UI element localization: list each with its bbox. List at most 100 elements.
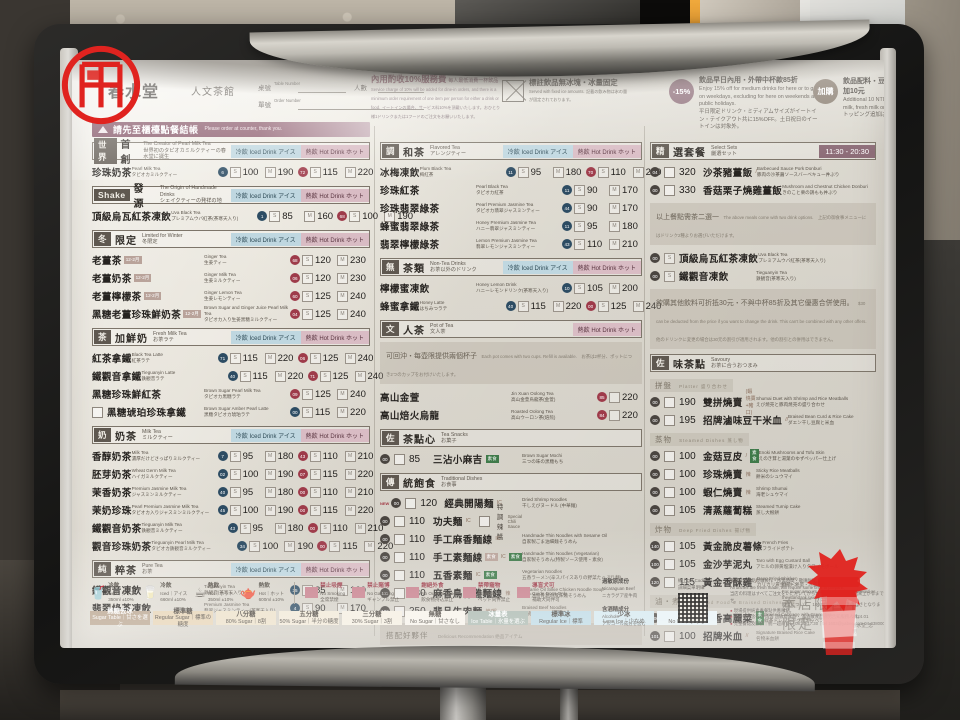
- size-s-box[interactable]: S: [349, 210, 361, 222]
- size-m-box[interactable]: M: [344, 504, 356, 516]
- drink-item-row[interactable]: 胚芽奶茶 Wheat Germ Milk Tea ハイガミルクティー 02 S 10…: [92, 465, 373, 483]
- ice-level-option[interactable]: 少冰 Less Ice｜少なめ: [594, 611, 654, 625]
- size-m-box[interactable]: M: [609, 202, 620, 214]
- food-item-row[interactable]: 00 110 五香素麵 IC 素食 Vegetarian Noodles 五香ラー…: [380, 566, 642, 584]
- size-m-box[interactable]: M: [632, 300, 644, 312]
- size-m-box[interactable]: M: [337, 308, 348, 320]
- size-s-box[interactable]: S: [239, 370, 251, 382]
- size-s-box[interactable]: S: [597, 300, 609, 312]
- item-checkbox[interactable]: [405, 497, 417, 509]
- food-item-row[interactable]: NEW 00 120 經典開陽麵 IC Dried Shrimp Noodles…: [380, 494, 642, 512]
- size-m-box[interactable]: M: [632, 166, 644, 178]
- size-s-box[interactable]: S: [302, 254, 313, 266]
- size-s-box[interactable]: S: [574, 282, 585, 294]
- food-item-row[interactable]: 00 110 手工麻香麵線 IC Handmade Thin Noodles w…: [380, 530, 642, 548]
- size-s-box[interactable]: S: [309, 166, 321, 178]
- drink-item-row[interactable]: 冰梅凍飲 Plum Black Tea 梅紅茶 11 S 95 M 180 70 S 11…: [380, 163, 661, 181]
- item-checkbox[interactable]: [664, 558, 675, 570]
- size-s-box[interactable]: S: [302, 290, 313, 302]
- drink-item-row[interactable]: 紅茶拿鐵 Black Tea Latte 紅茶ラテ 71 S 115 M 220 06 …: [92, 349, 373, 367]
- food-item-row[interactable]: 00 110 手工素麵線 素食 IC 素食 Handmade Thin Nood…: [380, 548, 642, 566]
- set-drink-option[interactable]: 00 S 頂級烏瓦紅茶凍飲 Uva Black Tea プレミアムウバ紅茶(茶寒天…: [650, 249, 876, 267]
- size-m-box[interactable]: M: [344, 352, 356, 364]
- drink-item-row[interactable]: 頂級烏瓦紅茶凍飲 Uva Black Tea プレミアムウバ紅茶(茶寒天入り) 1…: [92, 207, 413, 225]
- food-item-row[interactable]: 00 110 功夫麵 IC 特調辣醬 Special Chili Sauce: [380, 504, 642, 541]
- size-m-box[interactable]: M: [284, 540, 296, 552]
- item-checkbox[interactable]: [394, 551, 405, 563]
- food-item-row[interactable]: 00 330 香菇栗子燒雞薑飯 Mushroom and Chestnut Ch…: [650, 181, 876, 199]
- item-checkbox[interactable]: [394, 569, 405, 581]
- size-m-box[interactable]: M: [264, 450, 276, 462]
- sugar-level-option[interactable]: 三分糖 30% Sugar｜3割: [342, 611, 402, 625]
- set-drink-option[interactable]: 00 S 鐵觀音凍飲 Tieguanyin Tea 鉄観音(茶寒天入り): [650, 267, 876, 285]
- sugar-level-option[interactable]: 五分糖 50% Sugar｜半分の糖度: [279, 611, 339, 625]
- drink-item-row[interactable]: 黑糖老薑珍珠鮮奶茶 12-2月 Brown Sugar and Ginger J…: [92, 305, 370, 323]
- drink-item-row[interactable]: 珍珠奶茶 Pearl Milk Tea タピオカミルクティー 6 S 100 M 190…: [92, 163, 373, 181]
- size-m-box[interactable]: M: [274, 522, 286, 534]
- size-s-box[interactable]: S: [229, 486, 241, 498]
- size-s-box[interactable]: S: [302, 406, 313, 418]
- drink-item-row[interactable]: 茉奶珍珠 Pearl Premium Jasmine Milk Tea タピオカ入…: [92, 501, 373, 519]
- size-m-box[interactable]: M: [609, 184, 620, 196]
- sugar-level-option[interactable]: 無糖 No Sugar｜甘さなし: [405, 611, 465, 625]
- drink-item-row[interactable]: 高山金萱 Jin Xuan Oolong Tea 高山金萱烏龍茶(金萱) 85 2…: [380, 388, 642, 406]
- drink-item-row[interactable]: 老薑檸檬茶 12-2月 Ginger Lemon Tea 生姜レモンティー 60 …: [92, 287, 370, 305]
- item-checkbox[interactable]: [664, 166, 675, 178]
- drink-item-row[interactable]: 黑糖珍珠鮮紅茶 Brown Sugar Pearl Milk Tea タピオカ黒糖…: [92, 385, 370, 403]
- food-item-row[interactable]: 140 105 黃金脆皮薯條 French Fries フライドポテト: [650, 537, 876, 555]
- food-item-row[interactable]: 100 105 金沙芋泥丸 Taro with Egg Custard Ball…: [650, 555, 876, 573]
- drink-item-row[interactable]: 香醇奶茶 Milk Tea 濃厚だけどさっぱりミルクティー 7 S 95 M 180 4…: [92, 447, 373, 465]
- drink-item-row[interactable]: 珍珠紅茶 Pearl Black Tea タピオカ紅茶 11 S 90 M 170: [380, 181, 642, 199]
- size-m-box[interactable]: M: [264, 468, 276, 480]
- size-m-box[interactable]: M: [364, 540, 376, 552]
- sugar-level-option[interactable]: 標準糖 Regular Sugar｜標準の糖度: [153, 608, 213, 628]
- drink-item-row[interactable]: 珍珠翡翠綠茶 Pearl Premium Jasmine Tea タピオカ翡翠ジャ…: [380, 199, 642, 217]
- food-item-row[interactable]: 00 190 雙拼燒賣 (蝦燒賣+豬口) Shumai Duet with Sh…: [650, 389, 876, 416]
- select-box[interactable]: S: [664, 270, 675, 282]
- item-checkbox[interactable]: [664, 630, 675, 642]
- size-s-box[interactable]: S: [517, 166, 529, 178]
- size-s-box[interactable]: S: [229, 352, 241, 364]
- item-checkbox[interactable]: [394, 453, 405, 465]
- size-s-box[interactable]: S: [574, 220, 585, 232]
- drink-item-row[interactable]: 翡翠檸檬綠茶 Lemon Premium Jasmine Tea 翡翠レモンジャス…: [380, 235, 642, 253]
- size-s-box[interactable]: S: [309, 486, 321, 498]
- size-s-box[interactable]: S: [229, 450, 241, 462]
- size-s-box[interactable]: S: [309, 450, 321, 462]
- drink-item-row[interactable]: 鐵觀音拿鐵 Tieguanyin Latte 鉄観音ラテ 40 S 115 M 220 …: [92, 367, 383, 385]
- size-s-box[interactable]: S: [309, 504, 321, 516]
- item-checkbox[interactable]: [394, 533, 405, 545]
- size-m-box[interactable]: M: [609, 238, 620, 250]
- item-checkbox[interactable]: [664, 504, 675, 516]
- food-item-row[interactable]: 00 85 三沾小麻吉 素食 Brown Sugar Mochi 三つの味の黒糖も…: [380, 450, 642, 468]
- qr-code-icon[interactable]: [678, 593, 708, 624]
- food-item-row[interactable]: 00 100 蝦仁燒賣 辣 Shrimp Shumai 海老シュウマイ: [650, 483, 876, 501]
- size-s-box[interactable]: S: [517, 300, 529, 312]
- size-s-box[interactable]: S: [229, 504, 241, 516]
- size-m-box[interactable]: M: [337, 584, 348, 596]
- item-checkbox[interactable]: [664, 486, 675, 498]
- size-m-box[interactable]: M: [384, 210, 396, 222]
- side-option[interactable]: 特調辣醬 Special Chili Sauce: [478, 501, 522, 541]
- size-m-box[interactable]: M: [354, 370, 366, 382]
- food-item-row[interactable]: 00 100 金菇豆皮 / 素食 Enoki Mushrooms and Tof…: [650, 447, 876, 465]
- size-s-box[interactable]: S: [574, 202, 585, 214]
- drink-item-row[interactable]: 蜂蜜翡翠綠茶 Honey Premium Jasmine Tea ハニー翡翠ジャス…: [380, 217, 642, 235]
- item-checkbox[interactable]: [664, 396, 675, 408]
- size-box[interactable]: [609, 409, 620, 421]
- size-s-box[interactable]: S: [239, 522, 251, 534]
- drink-item-row[interactable]: 茉香奶茶 Premium Jasmine Milk Tea ジャスミンミルクティー…: [92, 483, 373, 501]
- size-s-box[interactable]: S: [309, 352, 321, 364]
- size-m-box[interactable]: M: [344, 166, 356, 178]
- size-m-box[interactable]: M: [264, 504, 276, 516]
- size-s-box[interactable]: S: [249, 540, 261, 552]
- size-m-box[interactable]: M: [337, 406, 348, 418]
- food-item-row[interactable]: 04 320 沙茶豬薑飯 / Barbecued Sauce Pork Donb…: [650, 163, 876, 181]
- size-s-box[interactable]: S: [302, 388, 313, 400]
- size-m-box[interactable]: M: [337, 272, 348, 284]
- item-checkbox[interactable]: [394, 515, 405, 527]
- size-m-box[interactable]: M: [264, 166, 276, 178]
